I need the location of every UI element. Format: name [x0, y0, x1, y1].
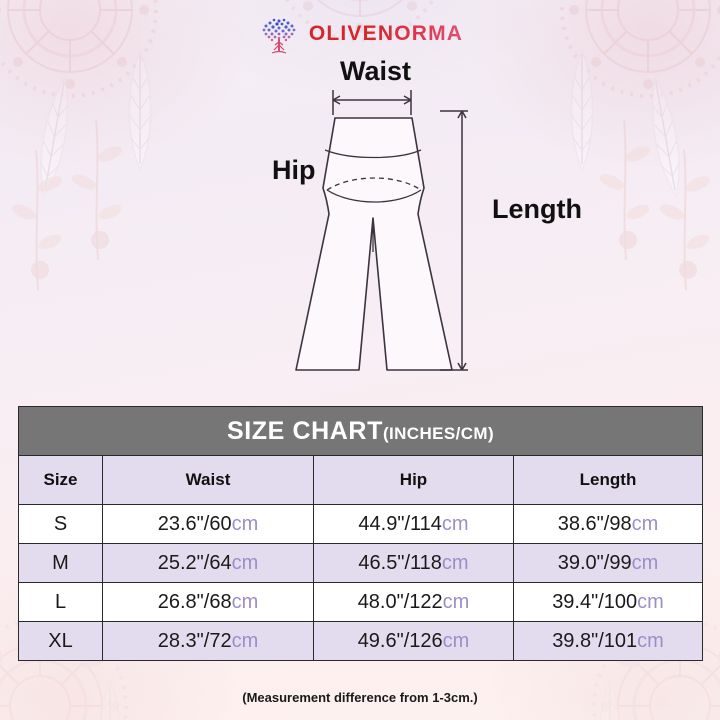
cell-length-value: 39.4"/100	[552, 590, 638, 613]
cell-waist: 23.6"/60cm	[102, 504, 314, 544]
table-title-text: SIZE CHART	[226, 416, 383, 445]
cell-waist-value: 25.2"/64	[157, 551, 232, 574]
size-chart-table: SIZE CHART(INCHES/CM) Size Waist Hip Len…	[18, 406, 703, 661]
cell-hip: 49.6"/126cm	[313, 621, 514, 661]
cell-hip-value: 48.0"/122	[357, 590, 443, 613]
cell-size: S	[18, 504, 103, 544]
table-row: S 23.6"/60cm 44.9"/114cm 38.6"/98cm	[18, 504, 703, 544]
table-header-row: Size Waist Hip Length	[18, 455, 703, 505]
cell-waist-unit: cm	[231, 512, 259, 535]
cell-length-unit: cm	[637, 590, 664, 613]
pants-measurement-diagram: Waist Hip Length	[272, 56, 582, 371]
cell-length-unit: cm	[631, 551, 659, 574]
brand-name: OLIVENORMA	[308, 22, 464, 45]
cell-size: XL	[18, 621, 103, 661]
cell-waist-value: 23.6"/60	[157, 512, 232, 535]
table-row: XL 28.3"/72cm 49.6"/126cm 39.8"/101cm	[18, 621, 703, 661]
cell-waist-value: 28.3"/72	[157, 629, 232, 652]
tree-logo-icon	[262, 18, 296, 54]
cell-hip-value: 46.5"/118	[358, 551, 442, 574]
cell-hip-unit: cm	[442, 590, 470, 613]
cell-waist: 25.2"/64cm	[102, 543, 314, 583]
pants-outline-icon	[295, 90, 468, 371]
length-measure-arrow-icon	[440, 110, 468, 371]
cell-hip: 46.5"/118cm	[313, 543, 514, 583]
waist-measure-arrow-icon	[332, 90, 412, 115]
cell-length-value: 39.8"/101	[552, 629, 638, 652]
cell-length-value: 39.0"/99	[557, 551, 632, 574]
cell-length-unit: cm	[637, 629, 664, 652]
cell-hip-unit: cm	[442, 629, 470, 652]
length-label: Length	[492, 194, 582, 224]
table-title-row: SIZE CHART(INCHES/CM)	[18, 406, 703, 456]
cell-size: M	[18, 543, 103, 583]
measurement-note: (Measurement difference from 1-3cm.)	[242, 690, 478, 705]
cell-length-value: 38.6"/98	[557, 512, 632, 535]
cell-length: 39.0"/99cm	[513, 543, 703, 583]
cell-length: 39.4"/100cm	[513, 582, 703, 622]
table-title-cell: SIZE CHART(INCHES/CM)	[18, 406, 703, 456]
column-header-length: Length	[513, 455, 703, 505]
column-header-hip: Hip	[313, 455, 514, 505]
cell-size: L	[18, 582, 103, 622]
waist-label: Waist	[340, 56, 412, 86]
cell-hip-unit: cm	[441, 551, 469, 574]
cell-waist-unit: cm	[231, 590, 259, 613]
cell-waist: 26.8"/68cm	[102, 582, 314, 622]
cell-hip-value: 49.6"/126	[357, 629, 443, 652]
cell-length: 38.6"/98cm	[513, 504, 703, 544]
brand-logo: OLIVENORMA	[0, 12, 720, 56]
cell-length-unit: cm	[631, 512, 659, 535]
cell-length: 39.8"/101cm	[513, 621, 703, 661]
cell-waist-value: 26.8"/68	[157, 590, 232, 613]
hip-label: Hip	[272, 155, 316, 185]
cell-waist-unit: cm	[231, 629, 259, 652]
cell-hip-value: 44.9"/114	[358, 512, 442, 535]
column-header-waist: Waist	[102, 455, 314, 505]
cell-hip-unit: cm	[441, 512, 469, 535]
cell-waist-unit: cm	[231, 551, 259, 574]
cell-waist: 28.3"/72cm	[102, 621, 314, 661]
cell-hip: 48.0"/122cm	[313, 582, 514, 622]
cell-hip: 44.9"/114cm	[313, 504, 514, 544]
column-header-size: Size	[18, 455, 103, 505]
table-row: L 26.8"/68cm 48.0"/122cm 39.4"/100cm	[18, 582, 703, 622]
table-title-unit: (INCHES/CM)	[382, 423, 495, 443]
table-row: M 25.2"/64cm 46.5"/118cm 39.0"/99cm	[18, 543, 703, 583]
